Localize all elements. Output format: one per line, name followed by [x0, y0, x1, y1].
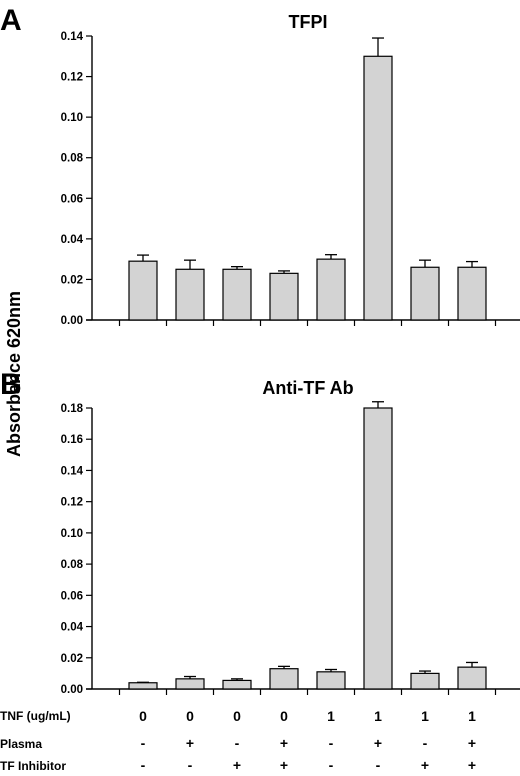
panel-a-bar-4 — [269, 272, 299, 321]
condition-value: - — [235, 735, 240, 751]
panel-a-y-tick-label: 0.00 — [61, 315, 83, 327]
panel-a-bar-2 — [175, 268, 205, 321]
panel-b-bar-6 — [363, 407, 393, 690]
panel-a-bar-5 — [316, 258, 346, 321]
panel-b-y-tick-label: 0.06 — [61, 590, 83, 602]
condition-value: 1 — [421, 708, 429, 724]
panel-a-y-tick-label: 0.12 — [61, 72, 83, 84]
y-axis-label: Absorbance 620nm — [4, 291, 24, 457]
panel-b-y-tick-label: 0.04 — [61, 622, 84, 634]
condition-value: - — [376, 757, 381, 773]
condition-value: + — [374, 735, 382, 751]
condition-value: + — [421, 757, 429, 773]
panel-a-y-tick-label: 0.02 — [61, 274, 83, 286]
condition-value: 1 — [374, 708, 382, 724]
panel-b-bar-1 — [128, 682, 158, 690]
panel-b-bar-8 — [457, 666, 487, 690]
panel-b-y-tick-label: 0.14 — [61, 465, 84, 477]
panel-b-y-tick-label: 0.02 — [61, 653, 83, 665]
panel-a-y-tick-label: 0.04 — [61, 234, 84, 246]
panel-a-bar-8 — [457, 266, 487, 321]
panel-b-y-tick-label: 0.10 — [61, 528, 83, 540]
panel-b-bar-5 — [316, 671, 346, 690]
condition-value: 0 — [186, 708, 194, 724]
panel-b-bar-3 — [222, 679, 252, 690]
panel-a-y-tick-label: 0.08 — [61, 153, 84, 165]
panel-b-letter: B — [0, 368, 22, 401]
condition-value: - — [141, 757, 146, 773]
panel-a-bar-3 — [222, 268, 252, 321]
panel-b-y-tick-label: 0.08 — [61, 559, 84, 571]
panel-a-y-tick-label: 0.10 — [61, 112, 83, 124]
condition-value: + — [233, 757, 241, 773]
condition-value: + — [280, 757, 288, 773]
condition-label-1: TNF (ug/mL) — [0, 709, 71, 723]
panel-a-y-tick-label: 0.06 — [61, 193, 83, 205]
condition-value: + — [468, 757, 476, 773]
condition-value: - — [329, 735, 334, 751]
panel-a-y-tick-label: 0.14 — [61, 31, 84, 43]
panel-b-bar-2 — [175, 678, 205, 690]
panel-b-y-tick-label: 0.16 — [61, 434, 83, 446]
condition-value: 1 — [468, 708, 476, 724]
panel-b-y-tick-label: 0.00 — [61, 684, 83, 696]
panel-b-y-tick-label: 0.12 — [61, 497, 83, 509]
condition-value: - — [329, 757, 334, 773]
panel-a-bar-6 — [363, 55, 393, 321]
condition-value: - — [141, 735, 146, 751]
panel-a-bar-7 — [410, 266, 440, 321]
panel-b-y-tick-label: 0.18 — [61, 403, 84, 415]
condition-label-2: Plasma — [0, 737, 42, 751]
panel-b-bar-7 — [410, 672, 440, 690]
condition-value: 0 — [280, 708, 288, 724]
panel-a-bar-1 — [128, 260, 158, 321]
condition-value: 0 — [139, 708, 147, 724]
condition-value: - — [423, 735, 428, 751]
condition-value: - — [188, 757, 193, 773]
condition-value: + — [186, 735, 194, 751]
condition-value: + — [280, 735, 288, 751]
condition-value: 1 — [327, 708, 335, 724]
panel-a-title: TFPI — [289, 12, 328, 32]
panel-a-letter: A — [0, 4, 22, 37]
condition-value: + — [468, 735, 476, 751]
condition-value: 0 — [233, 708, 241, 724]
condition-label-3: TF Inhibitor — [0, 759, 66, 773]
panel-b-bar-4 — [269, 668, 299, 690]
panel-b-title: Anti-TF Ab — [262, 378, 353, 398]
